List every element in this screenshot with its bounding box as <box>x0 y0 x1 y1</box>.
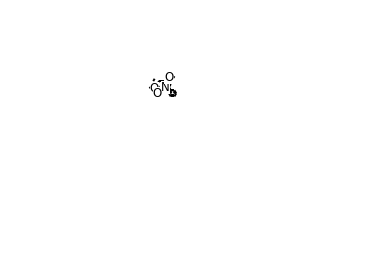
Text: N: N <box>161 81 170 94</box>
Text: O: O <box>150 82 159 95</box>
Text: O: O <box>164 71 174 84</box>
Text: O: O <box>153 87 162 100</box>
Text: B: B <box>153 84 161 97</box>
